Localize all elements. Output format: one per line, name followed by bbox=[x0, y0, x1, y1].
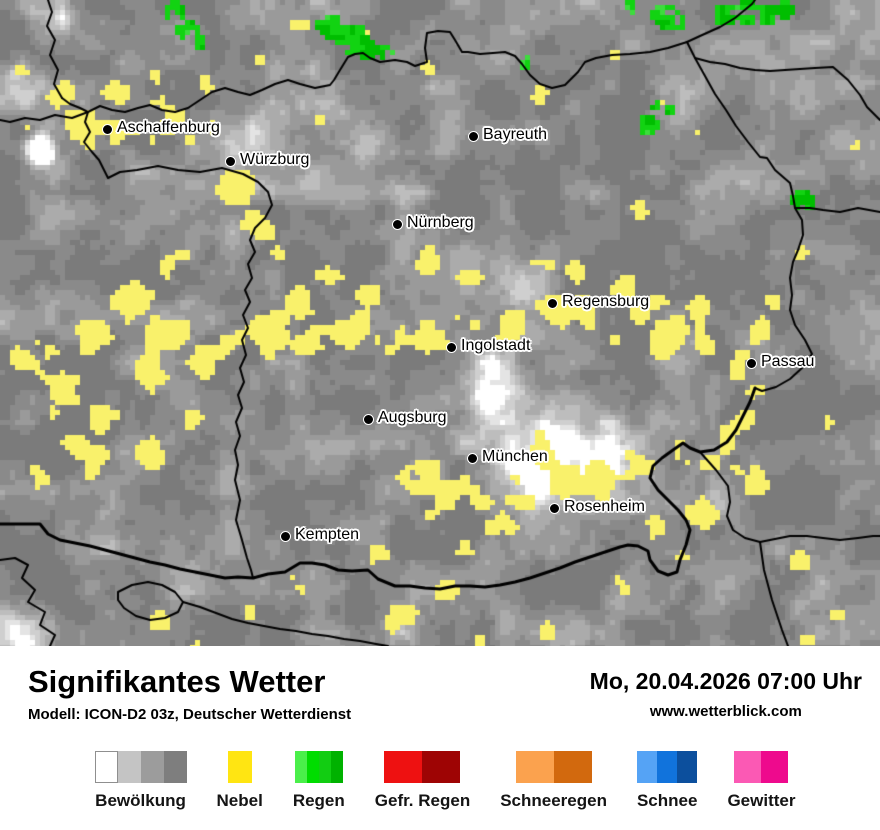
legend-item: Nebel bbox=[216, 750, 263, 811]
city-dot-icon bbox=[446, 342, 457, 353]
page-title: Signifikantes Wetter bbox=[28, 664, 326, 699]
city-dot-icon bbox=[363, 414, 374, 425]
legend-label: Gefr. Regen bbox=[374, 790, 471, 810]
city-label: Ingolstadt bbox=[461, 337, 531, 354]
legend-swatch bbox=[734, 750, 789, 783]
legend-swatch-segment bbox=[553, 750, 592, 783]
legend-label: Regen bbox=[292, 790, 345, 810]
city-label: Aschaffenburg bbox=[117, 119, 220, 136]
legend-swatch-segment bbox=[94, 750, 118, 783]
city-dot-icon bbox=[746, 358, 757, 369]
legend-swatch bbox=[384, 750, 461, 783]
city-dot-icon bbox=[392, 219, 403, 230]
legend-label: Schneeregen bbox=[500, 790, 607, 810]
legend-item: Gewitter bbox=[727, 750, 796, 811]
legend-swatch-segment bbox=[657, 750, 678, 783]
legend-swatch bbox=[227, 750, 252, 783]
forecast-datetime: Mo, 20.04.2026 07:00 Uhr bbox=[589, 668, 862, 694]
city-label: Kempten bbox=[295, 526, 360, 543]
datetime-block: Mo, 20.04.2026 07:00 Uhr www.wetterblick… bbox=[590, 666, 862, 720]
legend-swatch bbox=[515, 750, 592, 783]
legend-swatch-segment bbox=[422, 750, 461, 783]
legend-swatch-segment bbox=[761, 750, 789, 783]
legend-swatch-segment bbox=[306, 750, 319, 783]
city-dot-icon bbox=[280, 531, 291, 542]
city-label: Passau bbox=[761, 353, 815, 370]
city-label: Regensburg bbox=[562, 293, 650, 310]
legend-label: Gewitter bbox=[727, 790, 796, 810]
city-label: Rosenheim bbox=[564, 498, 645, 515]
city-label: Bayreuth bbox=[483, 126, 548, 143]
city-label: Augsburg bbox=[378, 409, 447, 426]
legend-swatch-segment bbox=[294, 750, 307, 783]
city-dot-icon bbox=[468, 131, 479, 142]
city-dot-icon bbox=[467, 453, 478, 464]
legend-swatch-segment bbox=[117, 750, 141, 783]
website-url: www.wetterblick.com bbox=[649, 703, 802, 720]
model-info: Modell: ICON-D2 03z, Deutscher Wetterdie… bbox=[28, 705, 352, 723]
weather-map-canvas bbox=[0, 0, 880, 646]
weather-map: Aschaffenburg Würzburg Bayreuth Nürnberg Reg… bbox=[0, 0, 880, 646]
city-labels-layer: Aschaffenburg Würzburg Bayreuth Nürnberg Reg… bbox=[102, 119, 815, 543]
legend-swatch-segment bbox=[677, 750, 698, 783]
city-label: München bbox=[482, 448, 548, 465]
legend-swatch-segment bbox=[734, 750, 762, 783]
legend-item: Bewölkung bbox=[94, 750, 187, 811]
legend-swatch-segment bbox=[330, 750, 343, 783]
legend-swatch bbox=[637, 750, 698, 783]
legend-swatch bbox=[294, 750, 343, 783]
legend-swatch-segment bbox=[637, 750, 658, 783]
city-label: Nürnberg bbox=[407, 214, 474, 231]
legend-item: Gefr. Regen bbox=[374, 750, 471, 811]
legend-item: Regen bbox=[292, 750, 345, 811]
legend-swatch-segment bbox=[140, 750, 164, 783]
legend-item: Schnee bbox=[636, 750, 698, 811]
map-footer: Signifikantes Wetter Modell: ICON-D2 03z… bbox=[0, 646, 880, 811]
legend-swatch-segment bbox=[318, 750, 331, 783]
legend-swatch-segment bbox=[515, 750, 554, 783]
legend-label: Bewölkung bbox=[95, 790, 186, 810]
city-dot-icon bbox=[102, 124, 113, 135]
title-block: Signifikantes Wetter Modell: ICON-D2 03z… bbox=[28, 666, 351, 723]
legend: Bewölkung Nebel Regen Gefr. Regen Schneerege… bbox=[28, 750, 862, 811]
legend-label: Schnee bbox=[636, 790, 698, 810]
legend-swatch-segment bbox=[227, 750, 252, 783]
legend-swatch bbox=[94, 750, 187, 783]
legend-label: Nebel bbox=[216, 790, 263, 810]
legend-item: Schneeregen bbox=[500, 750, 607, 811]
legend-swatch-segment bbox=[163, 750, 187, 783]
city-dot-icon bbox=[549, 503, 560, 514]
city-label: Würzburg bbox=[240, 151, 310, 168]
city-dot-icon bbox=[225, 156, 236, 167]
legend-swatch-segment bbox=[384, 750, 423, 783]
city-dot-icon bbox=[547, 298, 558, 309]
